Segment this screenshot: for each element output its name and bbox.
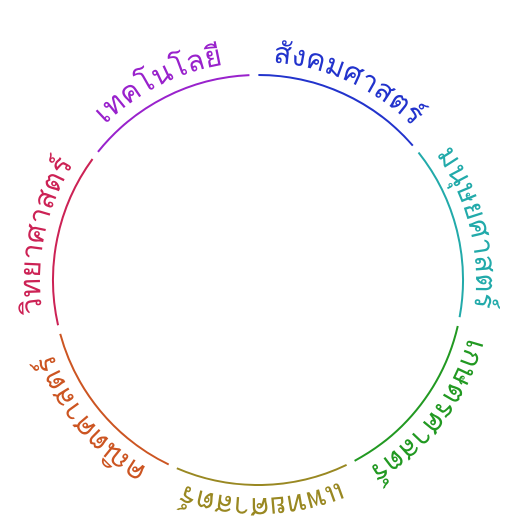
segment-label: มนุษยศาสตร์ — [430, 139, 503, 310]
segment-arc — [417, 151, 464, 318]
segment-arc — [258, 74, 414, 147]
segment-arc — [59, 333, 170, 466]
segment-arc — [97, 74, 250, 153]
segment-arc — [176, 463, 348, 486]
segment-label: เทคโนโลยี — [87, 38, 225, 129]
segment-arc — [52, 158, 94, 326]
segment-label: แพทยศาสตร์ — [175, 475, 350, 520]
segment-label: วิทยาศาสตร์ — [13, 150, 80, 316]
label-layer: วิทยาศาสตร์เทคโนโลยี สังคมศาสตร์มนุษยศาสต… — [13, 35, 503, 520]
segment-label: เกษตรศาสตร์ — [365, 336, 494, 491]
segment-label: คณิตศาสตร์ — [28, 351, 152, 491]
segment-arc — [354, 325, 459, 462]
segment-label: สังคมศาสตร์ — [272, 35, 431, 131]
arc-layer — [52, 74, 464, 486]
